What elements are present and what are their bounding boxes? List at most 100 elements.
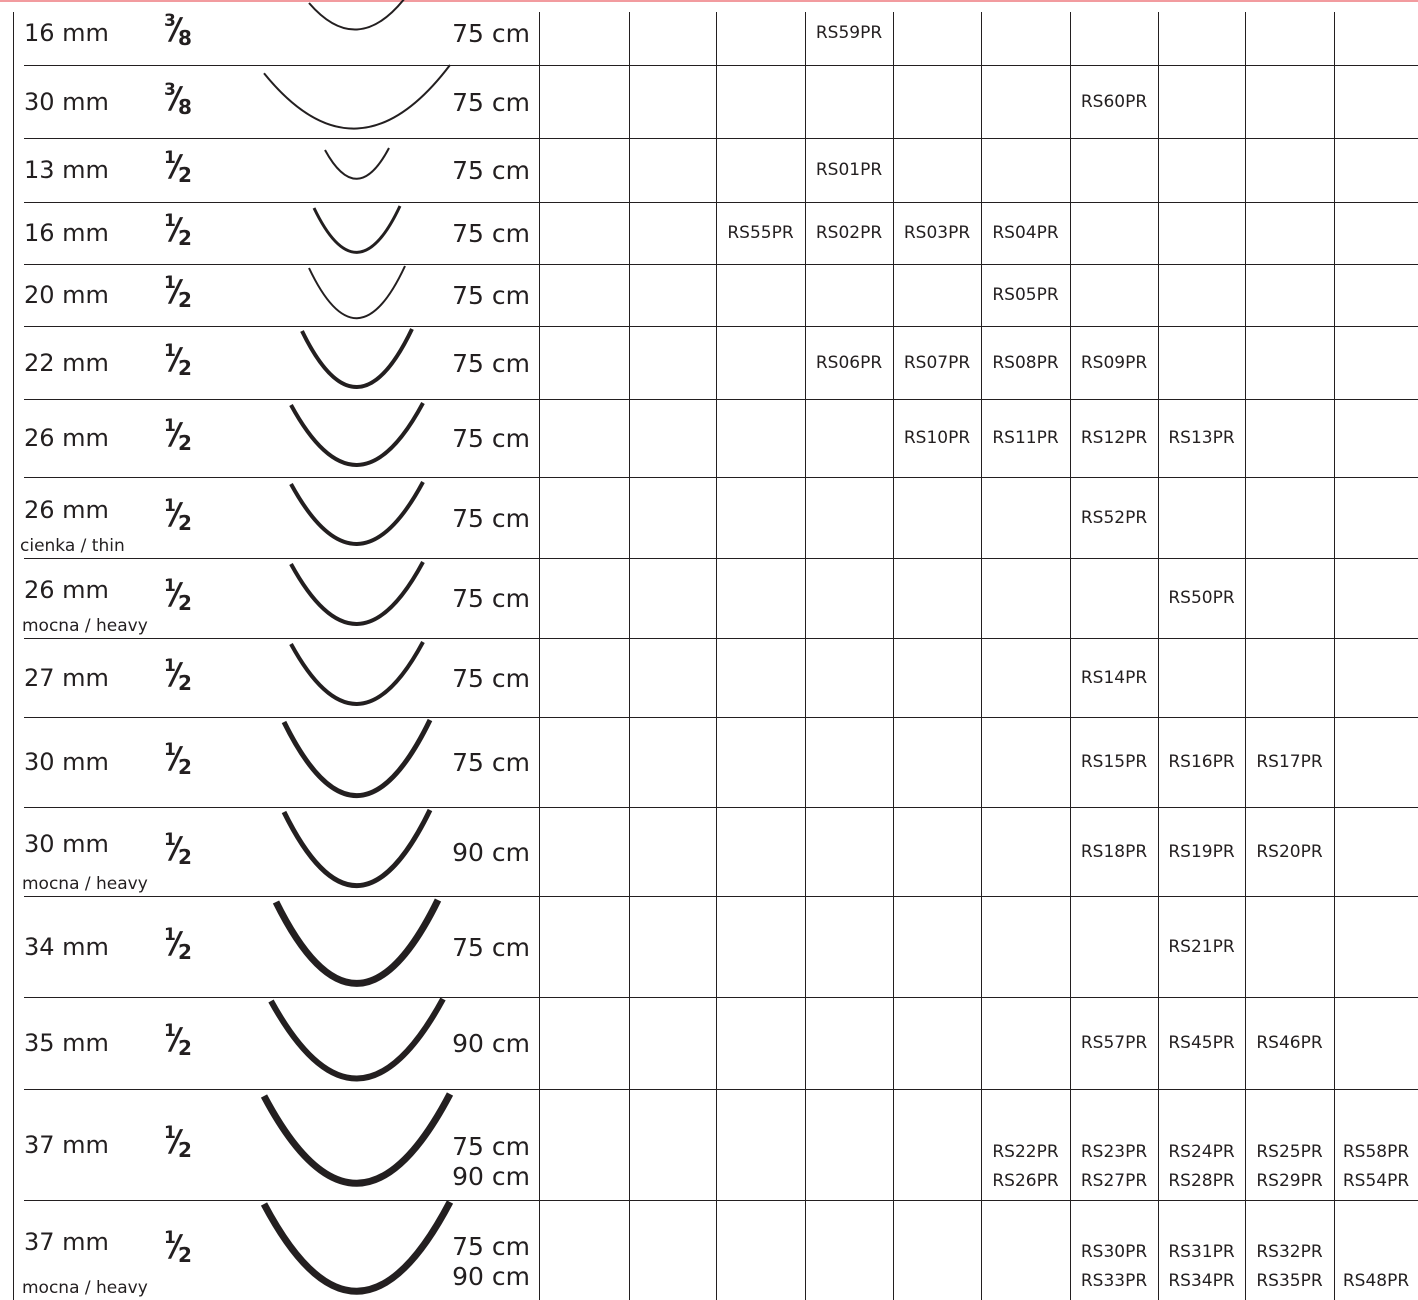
curvature-fraction: 1/2 — [164, 655, 204, 698]
table-row: 27 mm 1/2 75 cm RS14PR — [0, 638, 1418, 717]
needle-size: 34 mm — [24, 932, 109, 961]
product-code: RS32PR — [1256, 1242, 1323, 1262]
product-code: RS01PR — [815, 160, 883, 180]
row-divider — [24, 638, 1418, 639]
needle-size: 26 mm — [24, 495, 109, 524]
needle-curve-icon — [289, 561, 425, 627]
product-code: RS50PR — [1168, 588, 1235, 608]
product-code: RS22PR — [992, 1142, 1059, 1162]
table-row: 37 mm mocna / heavy 1/2 75 cm 90 cm RS30PR RS3… — [0, 1199, 1418, 1300]
table-row: 22 mm 1/2 75 cm RS06PR RS07PR RS08PR RS09PR — [0, 326, 1418, 399]
product-code: RS45PR — [1168, 1033, 1235, 1053]
product-code: RS31PR — [1168, 1242, 1235, 1262]
product-code: RS16PR — [1168, 752, 1235, 772]
needle-size: 16 mm — [24, 219, 109, 247]
product-code: RS59PR — [815, 22, 883, 43]
needle-size: 27 mm — [24, 663, 109, 692]
fraction-numerator: 1 — [164, 1228, 176, 1248]
curvature-fraction: 1/2 — [164, 831, 204, 872]
table-row: 16 mm 3/8 75 cm RS59PR — [0, 0, 1418, 65]
needle-curve-icon — [324, 147, 390, 180]
product-code: RS26PR — [992, 1171, 1059, 1191]
column-divider — [893, 12, 894, 1300]
fraction-denominator: 2 — [178, 163, 192, 187]
needle-size: 30 mm — [24, 829, 109, 858]
table-row: 26 mm 1/2 75 cm RS10PR RS11PR RS12PR RS13PR — [0, 399, 1418, 477]
row-divider — [24, 1200, 1418, 1201]
needle-variant: mocna / heavy — [22, 616, 148, 636]
fraction-numerator: 1 — [164, 416, 176, 436]
product-code: RS24PR — [1168, 1142, 1235, 1162]
thread-length: 75 cm — [452, 1132, 530, 1161]
row-divider — [24, 477, 1418, 478]
row-divider — [24, 1089, 1418, 1090]
needle-variant: cienka / thin — [20, 536, 125, 556]
product-code: RS48PR — [1342, 1271, 1410, 1291]
fraction-denominator: 2 — [178, 431, 192, 455]
needle-curve-icon — [289, 480, 425, 546]
column-divider — [539, 12, 540, 1300]
needle-curve-icon — [308, 0, 405, 31]
row-divider — [24, 717, 1418, 718]
needle-curve-icon — [289, 401, 425, 467]
thread-length: 90 cm — [452, 1262, 530, 1291]
product-code: RS06PR — [815, 352, 883, 373]
fraction-numerator: 1 — [164, 924, 176, 945]
needle-size: 20 mm — [24, 281, 109, 309]
needle-variant: mocna / heavy — [22, 1278, 148, 1298]
fraction-numerator: 1 — [164, 148, 176, 168]
thread-length: 90 cm — [452, 1162, 530, 1191]
fraction-numerator: 1 — [164, 655, 176, 676]
product-code: RS60PR — [1080, 91, 1148, 112]
fraction-numerator: 1 — [164, 495, 176, 516]
table-row: 37 mm 1/2 75 cm 90 cm RS22PR RS26PR RS23PR RS27… — [0, 1089, 1418, 1200]
fraction-denominator: 2 — [178, 591, 192, 615]
row-divider — [24, 65, 1418, 66]
column-divider — [1158, 12, 1159, 1300]
fraction-numerator: 1 — [164, 740, 176, 760]
fraction-denominator: 2 — [178, 1243, 192, 1267]
curvature-fraction: 1/2 — [164, 495, 204, 538]
product-code: RS18PR — [1080, 841, 1148, 862]
thread-length: 75 cm — [452, 156, 530, 185]
needle-curve-icon — [289, 640, 425, 706]
curvature-fraction: 3/8 — [164, 12, 204, 53]
row-divider — [24, 807, 1418, 808]
thread-length: 75 cm — [452, 748, 530, 777]
fraction-denominator: 2 — [178, 939, 192, 964]
product-code: RS20PR — [1256, 841, 1323, 862]
product-code: RS54PR — [1342, 1171, 1410, 1191]
fraction-denominator: 8 — [178, 25, 192, 50]
thread-length: 75 cm — [452, 18, 530, 48]
column-divider — [1334, 12, 1335, 1300]
curvature-fraction: 1/2 — [164, 924, 204, 967]
table-row: 26 mm cienka / thin 1/2 75 cm RS52PR — [0, 477, 1418, 558]
fraction-denominator: 2 — [178, 226, 192, 250]
thread-length: 75 cm — [452, 219, 530, 248]
curvature-fraction: 1/2 — [164, 1228, 204, 1270]
fraction-denominator: 2 — [178, 670, 192, 695]
thread-length: 75 cm — [452, 663, 530, 693]
product-code: RS12PR — [1080, 428, 1148, 448]
product-code: RS46PR — [1256, 1033, 1323, 1053]
product-code: RS27PR — [1080, 1171, 1148, 1191]
needle-size: 22 mm — [24, 348, 109, 377]
needle-curve-icon — [281, 718, 433, 798]
row-divider — [24, 896, 1418, 897]
table-row: 30 mm 3/8 75 cm RS60PR — [0, 64, 1418, 138]
product-code: RS23PR — [1080, 1142, 1148, 1162]
row-divider — [24, 264, 1418, 265]
column-divider — [805, 12, 806, 1300]
fraction-numerator: 3 — [164, 79, 176, 100]
table-row: 13 mm 1/2 75 cm RS01PR — [0, 138, 1418, 202]
product-code: RS33PR — [1080, 1271, 1148, 1291]
fraction-denominator: 8 — [178, 94, 192, 119]
needle-curve-icon — [268, 997, 446, 1082]
fraction-numerator: 1 — [164, 340, 176, 361]
needle-curve-icon — [312, 204, 402, 254]
thread-length: 75 cm — [452, 584, 530, 613]
needle-size: 37 mm — [24, 1130, 109, 1159]
fraction-numerator: 1 — [164, 211, 176, 231]
top-rule — [0, 0, 1418, 2]
